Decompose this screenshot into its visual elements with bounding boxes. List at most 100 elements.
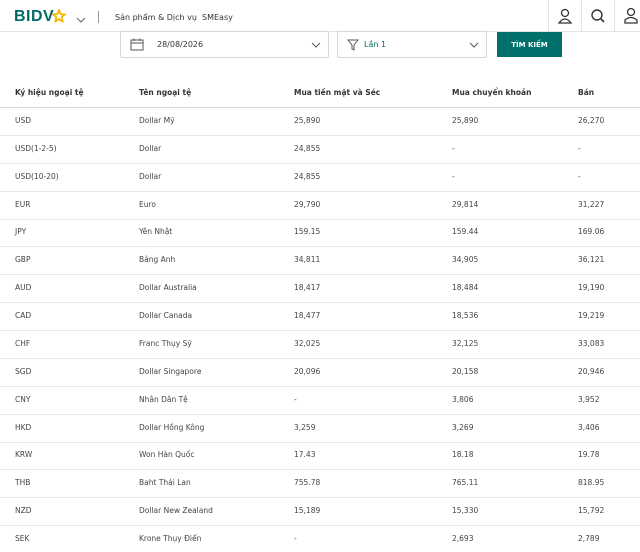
table-cell: - bbox=[452, 171, 455, 181]
table-cell: - bbox=[578, 171, 581, 181]
table-cell: Nhân Dân Tệ bbox=[139, 394, 188, 404]
table-cell: 24,855 bbox=[294, 171, 321, 181]
table-cell: 159.44 bbox=[452, 227, 479, 237]
table-cell: SEK bbox=[15, 534, 30, 544]
logo[interactable]: BIDV bbox=[14, 8, 55, 25]
table-cell: SGD bbox=[15, 366, 32, 376]
table-cell: 755.78 bbox=[294, 478, 321, 488]
row-line bbox=[0, 469, 640, 470]
table-cell: - bbox=[578, 143, 581, 153]
table-cell: Dollar New Zealand bbox=[139, 506, 213, 516]
table-cell: 818.95 bbox=[578, 478, 605, 488]
search-button[interactable]: TÌM KIẾM bbox=[497, 32, 562, 57]
table-cell: CNY bbox=[15, 394, 31, 404]
table-cell: 17.43 bbox=[294, 450, 316, 460]
table-cell: 19.78 bbox=[578, 450, 600, 460]
session-select[interactable]: Lần 1 bbox=[337, 31, 487, 58]
table-cell: 26,270 bbox=[578, 116, 605, 125]
table-cell: 32,025 bbox=[294, 338, 321, 348]
table-cell: Dollar bbox=[139, 143, 162, 153]
table-cell: 2,693 bbox=[452, 534, 474, 544]
table-cell: GBP bbox=[15, 255, 31, 265]
table-cell: Krone Thụy Điển bbox=[139, 534, 202, 544]
table-cell: 19,190 bbox=[578, 283, 605, 293]
table-cell: THB bbox=[15, 478, 31, 488]
table-cell: 34,905 bbox=[452, 255, 479, 265]
table-cell: 18,536 bbox=[452, 311, 479, 321]
icon-button[interactable] bbox=[614, 0, 640, 31]
table-cell: 20,096 bbox=[294, 366, 321, 376]
table-cell: Bảng Anh bbox=[139, 255, 176, 265]
chevron[interactable] bbox=[76, 16, 86, 24]
row-line bbox=[0, 386, 640, 387]
table-cell: 34,811 bbox=[294, 255, 321, 265]
table-cell: USD(10-20) bbox=[15, 171, 59, 181]
logo-star bbox=[52, 9, 66, 23]
table-cell: 765.11 bbox=[452, 478, 479, 488]
header-line bbox=[0, 107, 640, 108]
table-cell: 3,806 bbox=[452, 394, 474, 404]
date-value: 28/08/2026 bbox=[157, 40, 204, 49]
nav-link[interactable]: SMEasy bbox=[202, 13, 233, 22]
table-cell: Dollar Mỹ bbox=[139, 116, 175, 125]
table-cell: Dollar Hồng Kông bbox=[139, 422, 205, 432]
table-cell: 169.06 bbox=[578, 227, 605, 237]
table-cell: 18,417 bbox=[294, 283, 321, 293]
table-cell: 3,269 bbox=[452, 422, 474, 432]
table-cell: - bbox=[294, 394, 297, 404]
table-cell: 29,790 bbox=[294, 199, 321, 209]
table-cell: - bbox=[452, 143, 455, 153]
row-line bbox=[0, 414, 640, 415]
column-header: Bán bbox=[578, 88, 595, 97]
table-cell: Dollar Canada bbox=[139, 311, 193, 321]
table-cell: 31,227 bbox=[578, 199, 605, 209]
table-cell: 18,477 bbox=[294, 311, 321, 321]
table-cell: 15,189 bbox=[294, 506, 321, 516]
table-cell: 18,484 bbox=[452, 283, 479, 293]
icon-button[interactable] bbox=[581, 0, 615, 31]
row-line bbox=[0, 525, 640, 526]
table-cell: - bbox=[294, 534, 297, 544]
table-cell: 20,946 bbox=[578, 366, 605, 376]
row-line bbox=[0, 274, 640, 275]
row-line bbox=[0, 135, 640, 136]
table-cell: NZD bbox=[15, 506, 32, 516]
table-cell: HKD bbox=[15, 422, 32, 432]
table-cell: 20,158 bbox=[452, 366, 479, 376]
table-cell: Won Hàn Quốc bbox=[139, 450, 195, 460]
column-header: Tên ngoại tệ bbox=[139, 88, 192, 97]
row-line bbox=[0, 497, 640, 498]
table-cell: 159.15 bbox=[294, 227, 321, 237]
table-cell: 3,952 bbox=[578, 394, 600, 404]
table-cell: 32,125 bbox=[452, 338, 479, 348]
table-cell: Euro bbox=[139, 199, 156, 209]
table-cell: Dollar bbox=[139, 171, 162, 181]
table-cell: CAD bbox=[15, 311, 32, 321]
table-cell: 33,083 bbox=[578, 338, 605, 348]
table-cell: 18.18 bbox=[452, 450, 474, 460]
row-line bbox=[0, 358, 640, 359]
table-cell: 25,890 bbox=[294, 116, 321, 125]
table-cell: Dollar Australia bbox=[139, 283, 197, 293]
table-cell: 19,219 bbox=[578, 311, 605, 321]
icon-button[interactable] bbox=[548, 0, 582, 31]
column-header: Mua tiền mặt và Séc bbox=[294, 88, 381, 97]
row-line bbox=[0, 246, 640, 247]
row-line bbox=[0, 163, 640, 164]
table-cell: Baht Thái Lan bbox=[139, 478, 191, 488]
table-cell: USD bbox=[15, 116, 32, 125]
table-cell: Franc Thụy Sỹ bbox=[139, 338, 192, 348]
table-cell: CHF bbox=[15, 338, 31, 348]
table-cell: 25,890 bbox=[452, 116, 479, 125]
row-line bbox=[0, 302, 640, 303]
table-cell: 15,792 bbox=[578, 506, 605, 516]
date-input[interactable]: 28/08/2026 bbox=[120, 31, 329, 58]
table-cell: AUD bbox=[15, 283, 32, 293]
table-cell: 36,121 bbox=[578, 255, 605, 265]
table-cell: 2,789 bbox=[578, 534, 600, 544]
nav-link[interactable]: Sản phẩm & Dịch vụ bbox=[115, 13, 197, 22]
divider bbox=[98, 11, 99, 23]
row-line bbox=[0, 219, 640, 220]
